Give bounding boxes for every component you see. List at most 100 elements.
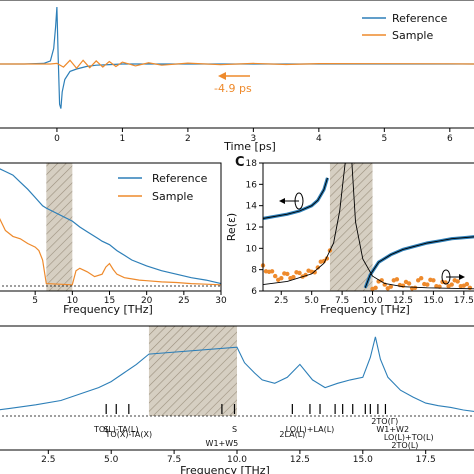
time-domain-axes-frame <box>0 0 474 129</box>
raman-assignment-label: S <box>232 425 237 434</box>
orange-axis-indicator <box>441 269 465 285</box>
permittivity-orange-point <box>385 286 390 291</box>
permittivity-fit-curve-high <box>364 236 474 288</box>
raman-assignment-label: 2TO(Γ) <box>371 417 398 426</box>
permittivity-x-tick-label: 7.5 <box>335 296 349 306</box>
permittivity-orange-point <box>428 277 433 282</box>
legend-reference-label: Reference <box>392 12 448 25</box>
permittivity-x-tick-label: 10.0 <box>363 296 383 306</box>
time-shift-annotation: -4.9 ps <box>214 72 252 95</box>
raman-assignment-label: W1+W2 <box>376 425 409 434</box>
permittivity-orange-point <box>312 270 317 275</box>
raman-assignment-label: LO(L)+TO(L) <box>384 433 434 442</box>
permittivity-y-tick-label: 10 <box>246 244 258 254</box>
spectrum-x-tick-label: 5 <box>32 296 38 306</box>
permittivity-fit-curve-low <box>262 177 328 219</box>
time-domain-series-line-reference <box>0 6 474 109</box>
raman-assignment-label: S <box>104 425 109 434</box>
permittivity-orange-point <box>276 277 281 282</box>
time-shift-arrow-head <box>218 72 226 80</box>
permittivity-x-tick-label: 5.0 <box>305 296 320 306</box>
permittivity-orange-point <box>318 259 323 264</box>
time-domain-x-tick-label: 3 <box>251 134 257 144</box>
permittivity-y-axis-label: Re(ε) <box>225 213 238 241</box>
raman-x-axis-label: Frequency [THz] <box>180 464 270 474</box>
legend-sample-label: Sample <box>392 29 433 42</box>
spectrum-shaded-region <box>46 163 73 291</box>
permittivity-x-tick-label: 2.5 <box>274 296 288 306</box>
permittivity-orange-point <box>416 278 421 283</box>
orange-axis-indicator-head <box>459 274 465 280</box>
permittivity-orange-point <box>403 279 409 285</box>
panel-raman: 2.5 5.0 7.5 10.0 12.5 15.0 17.5 STO(L)-TA(L)TO… <box>0 325 474 474</box>
permittivity-orange-point <box>282 271 287 276</box>
raman-assignment-label: TO(X)-TA(X) <box>105 430 153 439</box>
permittivity-y-tick-label: 16 <box>246 180 258 190</box>
permittivity-orange-point <box>269 269 275 274</box>
permittivity-panel-label: C <box>235 155 245 170</box>
permittivity-orange-point <box>464 281 470 287</box>
permittivity-x-axis-label: Frequency [THz] <box>320 303 410 316</box>
raman-x-tick-label: 17.5 <box>416 455 436 465</box>
time-domain-series-line-sample <box>0 59 474 70</box>
permittivity-y-tick-label: 12 <box>246 223 257 233</box>
raman-assignment-label: LO(L)+LA(L) <box>286 425 335 434</box>
raman-assignment-label: 2LA(L) <box>279 430 305 439</box>
permittivity-model-curve-high <box>351 162 474 290</box>
spectrum-x-ticks: 5 10 15 20 25 30 <box>32 291 227 306</box>
time-domain-x-tick-label: 6 <box>447 134 453 144</box>
raman-series-line <box>0 336 474 412</box>
permittivity-orange-point <box>306 268 311 273</box>
permittivity-x-tick-label: 17.5 <box>454 296 474 306</box>
raman-x-tick-label: 12.5 <box>290 455 310 465</box>
time-domain-x-tick-label: 5 <box>381 134 387 144</box>
spectrum-plot-area <box>0 163 222 291</box>
permittivity-orange-point <box>288 276 293 281</box>
spectrum-x-axis-label: Frequency [THz] <box>63 303 153 316</box>
permittivity-orange-point <box>273 273 278 279</box>
permittivity-orange-point <box>373 285 378 290</box>
permittivity-orange-point <box>467 285 473 290</box>
time-domain-x-axis-label: Time [ps] <box>223 140 276 153</box>
spectrum-x-tick-label: 25 <box>178 296 189 306</box>
raman-x-tick-label: 15.0 <box>353 455 373 465</box>
permittivity-y-tick-label: 6 <box>251 287 257 297</box>
time-shift-label: -4.9 ps <box>214 82 252 95</box>
permittivity-ticks: 6 8 10 12 14 16 18 2.5 5.0 7.5 10.0 12.5 15.0 17.5 <box>246 159 474 306</box>
time-domain-legend: Reference Sample <box>362 12 448 42</box>
permittivity-orange-point <box>446 284 451 289</box>
raman-x-tick-label: 5.0 <box>104 455 119 465</box>
time-domain-x-ticks: 0 1 2 3 4 5 6 <box>54 128 453 144</box>
raman-assignment-label: 2TO(L) <box>391 441 418 450</box>
panel-time-domain: 0 1 2 3 4 5 6 Time [ps] Reference Sample -4.9 … <box>0 0 474 153</box>
raman-assignments: STO(L)-TA(L)TO(X)-TA(X)W1+W5S2LA(L)LO(L)… <box>93 404 434 450</box>
spectrum-x-tick-label: 20 <box>141 296 153 306</box>
time-domain-x-tick-label: 4 <box>316 134 322 144</box>
spectrum-x-tick-label: 30 <box>215 296 227 306</box>
raman-assignment-label: TO(L)-TA(L) <box>93 425 138 434</box>
permittivity-orange-point <box>315 265 320 270</box>
raman-x-tick-label: 10.0 <box>227 455 247 465</box>
permittivity-orange-point <box>391 278 396 283</box>
permittivity-orange-point <box>434 284 439 289</box>
permittivity-orange-point <box>294 270 299 275</box>
spectrum-series-line-reference <box>0 168 222 285</box>
time-domain-x-tick-label: 1 <box>120 134 126 144</box>
permittivity-plot-area <box>260 162 474 292</box>
time-domain-x-tick-label: 0 <box>54 134 60 144</box>
blue-axis-indicator <box>279 192 304 210</box>
panel-spectrum: 5 10 15 20 25 30 Frequency [THz] Reference Sa… <box>0 162 227 316</box>
permittivity-y-tick-label: 18 <box>246 159 258 169</box>
spectrum-x-tick-label: 15 <box>104 296 115 306</box>
permittivity-orange-point <box>422 281 427 287</box>
spectrum-legend: Reference Sample <box>118 172 208 203</box>
time-domain-x-tick-label: 2 <box>185 134 191 144</box>
permittivity-orange-point <box>452 278 457 283</box>
blue-axis-indicator-head <box>279 198 285 204</box>
permittivity-y-tick-label: 14 <box>246 202 258 212</box>
permittivity-orange-point <box>263 269 269 274</box>
raman-shaded-region <box>148 326 237 416</box>
permittivity-x-tick-label: 15.0 <box>423 296 443 306</box>
